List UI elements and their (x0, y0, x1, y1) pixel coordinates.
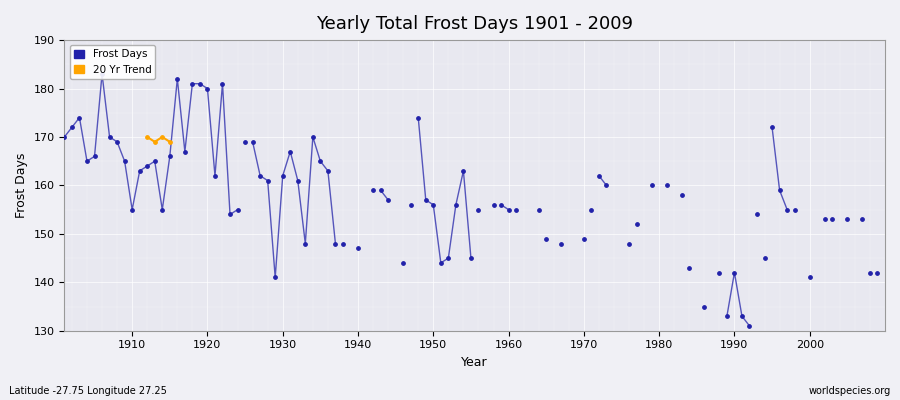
Point (472, 206, 486, 213)
Point (320, 168, 335, 174)
Point (306, 134, 320, 140)
Text: worldspecies.org: worldspecies.org (809, 386, 891, 396)
Text: Latitude -27.75 Longitude 27.25: Latitude -27.75 Longitude 27.25 (9, 386, 166, 396)
Point (682, 264, 697, 271)
Point (817, 216, 832, 222)
Point (418, 197, 433, 203)
Point (599, 182, 614, 189)
Point (125, 206, 140, 213)
Point (674, 192, 688, 198)
Point (494, 202, 508, 208)
Point (155, 206, 169, 213)
Point (403, 202, 418, 208)
Point (629, 221, 643, 227)
Point (396, 260, 410, 266)
Point (132, 168, 147, 174)
Point (163, 139, 177, 145)
Point (291, 177, 305, 184)
Point (284, 148, 298, 155)
Point (298, 240, 312, 247)
Point (246, 139, 260, 145)
Point (757, 255, 771, 261)
Point (456, 168, 471, 174)
Point (539, 236, 554, 242)
Point (501, 206, 516, 213)
Point (94, 71, 109, 77)
Point (441, 255, 455, 261)
Point (464, 255, 478, 261)
Point (841, 216, 855, 222)
Point (449, 202, 464, 208)
Point (58, 134, 72, 140)
Point (155, 134, 169, 140)
Point (80, 158, 94, 164)
Point (374, 187, 388, 194)
Point (434, 260, 448, 266)
Point (772, 187, 787, 194)
Point (65, 124, 79, 130)
Point (351, 245, 365, 252)
Point (253, 172, 267, 179)
Point (177, 148, 192, 155)
Point (803, 274, 817, 281)
Point (268, 274, 283, 281)
Point (584, 206, 598, 213)
Point (193, 80, 207, 87)
Point (780, 206, 795, 213)
Point (660, 182, 674, 189)
Point (727, 269, 742, 276)
Point (185, 80, 200, 87)
Point (554, 240, 569, 247)
Point (720, 313, 734, 319)
Point (788, 206, 802, 213)
Point (230, 206, 245, 213)
Point (825, 216, 840, 222)
Point (750, 211, 764, 218)
Point (148, 158, 162, 164)
Point (712, 269, 726, 276)
Point (200, 85, 214, 92)
Legend: Frost Days, 20 Yr Trend: Frost Days, 20 Yr Trend (69, 45, 156, 79)
Title: Yearly Total Frost Days 1901 - 2009: Yearly Total Frost Days 1901 - 2009 (316, 15, 634, 33)
Point (117, 158, 131, 164)
Point (411, 114, 426, 121)
Point (140, 134, 155, 140)
Point (742, 323, 757, 329)
Point (148, 139, 162, 145)
Point (208, 172, 222, 179)
Point (381, 197, 395, 203)
Point (855, 216, 869, 222)
Point (170, 76, 184, 82)
Point (426, 202, 440, 208)
Point (223, 211, 238, 218)
Point (260, 177, 274, 184)
Point (238, 139, 252, 145)
Point (140, 163, 155, 169)
X-axis label: Year: Year (462, 356, 488, 369)
Point (532, 206, 546, 213)
Point (336, 240, 350, 247)
Point (734, 313, 749, 319)
Point (622, 240, 636, 247)
Point (863, 269, 878, 276)
Point (275, 172, 290, 179)
Point (87, 153, 102, 160)
Point (644, 182, 659, 189)
Point (313, 158, 328, 164)
Point (328, 240, 343, 247)
Point (72, 114, 86, 121)
Point (508, 206, 523, 213)
Point (698, 303, 712, 310)
Point (591, 172, 606, 179)
Point (486, 202, 500, 208)
Point (103, 134, 117, 140)
Y-axis label: Frost Days: Frost Days (15, 153, 28, 218)
Point (110, 139, 124, 145)
Point (765, 124, 779, 130)
Point (366, 187, 381, 194)
Point (163, 153, 177, 160)
Point (577, 236, 591, 242)
Point (870, 269, 885, 276)
Point (215, 80, 230, 87)
